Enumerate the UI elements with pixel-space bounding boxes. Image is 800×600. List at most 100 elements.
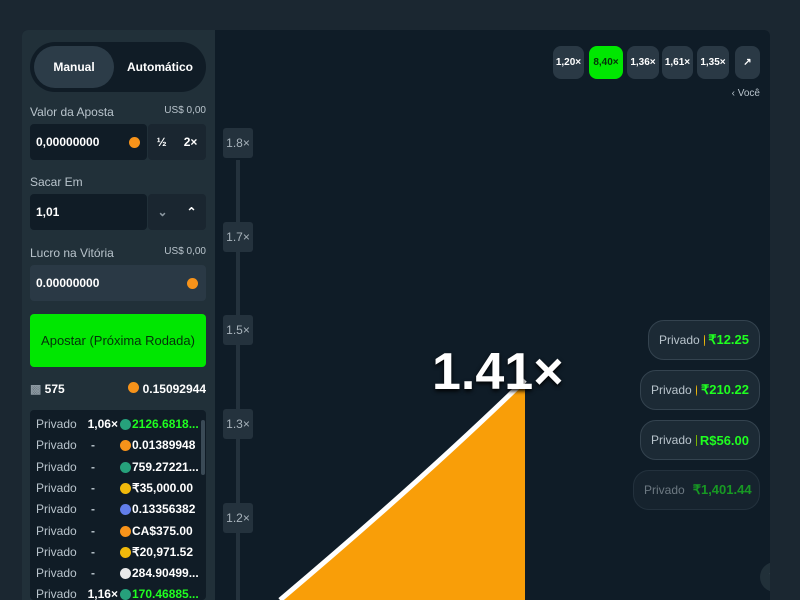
coin: [120, 482, 131, 494]
coin: [120, 440, 131, 452]
total-value: 0.15092944: [142, 382, 206, 396]
sidebar: Manual Automático Valor da Aposta US$ 0,…: [22, 30, 215, 600]
multiplier: -: [91, 523, 95, 538]
support-button[interactable]: ☏: [760, 562, 770, 592]
players: ▩ 575: [30, 382, 65, 396]
coin: [695, 384, 697, 396]
graph: [236, 160, 527, 600]
win-pill: Privado ₹1,401.44: [633, 470, 760, 510]
coin: [120, 419, 131, 430]
coin: [120, 525, 131, 537]
player: Privado: [36, 587, 77, 600]
bet-row: Privado 1,06× 2126.6818...: [30, 414, 200, 434]
label: Lucro na Vitória: [30, 246, 114, 260]
bet-row: Privado - ₹20,971.52: [30, 542, 200, 562]
cashout-arrows[interactable]: ⌄ ⌃: [148, 194, 206, 230]
amount: CA$375.00: [132, 523, 193, 538]
amount: 284.90499...: [132, 566, 199, 581]
bet-row: Privado - CA$375.00: [30, 521, 200, 541]
multiplier: 1,16×: [87, 587, 118, 600]
amount: ₹35,000.00: [132, 480, 194, 495]
coin: [120, 589, 131, 600]
stats-button[interactable]: ↗: [735, 46, 760, 79]
double-button[interactable]: 2×: [183, 135, 198, 149]
history-pill[interactable]: 1,35×: [697, 46, 729, 79]
amount: ₹20,971.52: [132, 544, 194, 559]
amount: ₹1,401.44: [692, 482, 752, 497]
bet-button[interactable]: Apostar (Próxima Rodada): [30, 314, 206, 367]
y-axis-label: 1.7×: [223, 221, 253, 252]
player: Privado: [659, 333, 700, 347]
bet-input[interactable]: 0,00000000: [30, 124, 147, 160]
value: 0,00000000: [36, 135, 100, 149]
multiplier: -: [91, 480, 95, 495]
player: Privado: [36, 438, 77, 453]
player: Privado: [36, 459, 77, 474]
coin: [120, 461, 131, 473]
amount: ₹210.22: [700, 382, 749, 397]
amount: R$56.00: [699, 432, 749, 448]
y-axis-label: 1.5×: [223, 315, 253, 346]
bet-row: Privado 1,16× 170.46885...: [30, 584, 200, 600]
multiplier: 1,06×: [87, 417, 118, 431]
history-pill[interactable]: 1,36×: [627, 46, 659, 79]
profit-output: 0.00000000: [30, 265, 206, 301]
current-multiplier: 1.41×: [432, 343, 564, 401]
player: Privado: [36, 566, 77, 581]
game-panel: Manual Automático Valor da Aposta US$ 0,…: [22, 30, 770, 600]
player: Privado: [36, 502, 77, 517]
y-axis-label: 1.2×: [223, 502, 253, 533]
cashout-input[interactable]: 1,01: [30, 194, 147, 230]
multiplier: -: [91, 502, 95, 517]
amount: ₹12.25: [708, 332, 749, 347]
amount: 0.13356382: [132, 502, 196, 517]
player: Privado: [651, 383, 692, 397]
bet-list: Privado 1,06× 2126.6818... Privado -0.013899…: [30, 410, 206, 600]
history-pill[interactable]: 1,61×: [662, 46, 693, 79]
y-axis-label: 1.3×: [223, 409, 253, 440]
player: Privado: [644, 483, 685, 497]
bet-mods: ½ 2×: [148, 124, 206, 160]
bet-row: Privado - ₹35,000.00: [30, 478, 200, 498]
coin: [120, 568, 131, 580]
history-pill[interactable]: 8,40×: [589, 46, 623, 79]
amount: 0.01389948: [132, 438, 196, 453]
coin: [120, 546, 131, 558]
coin: [120, 504, 131, 516]
player: Privado: [36, 480, 77, 495]
win-pill: Privado R$56.00: [640, 420, 760, 460]
win-pill: Privado ₹210.22: [640, 370, 760, 410]
coin: [703, 334, 705, 346]
player: Privado: [36, 544, 77, 559]
label: Sacar Em: [30, 175, 83, 189]
multiplier: -: [91, 438, 95, 453]
player-count: 575: [44, 382, 65, 396]
amount: 170.46885...: [132, 587, 199, 600]
history-pill[interactable]: 1,20×: [553, 46, 584, 79]
bet-row: Privado - 284.90499...: [30, 563, 200, 583]
player: Privado: [36, 523, 77, 538]
player: Privado: [36, 417, 77, 431]
bet-row: Privado - 0.01389948: [30, 435, 200, 455]
history-link[interactable]: ‹ Você: [731, 88, 760, 99]
win-pill: Privado ₹12.25: [648, 320, 760, 360]
label: Valor da Aposta: [30, 105, 114, 119]
amount: 759.27221...: [132, 459, 199, 474]
total: 0.15092944: [127, 382, 206, 396]
bet-row: Privado - 0.13356382: [30, 499, 200, 519]
usd: US$ 0,00: [164, 105, 206, 116]
tab-manual[interactable]: Manual: [34, 46, 114, 88]
half-button[interactable]: ½: [156, 135, 167, 149]
multiplier: -: [91, 544, 95, 559]
value: 1,01: [36, 205, 60, 219]
amount: 2126.6818...: [132, 417, 199, 431]
multiplier: -: [91, 566, 95, 581]
bet-row: Privado - 759.27221...: [30, 457, 200, 477]
value: 0.00000000: [36, 276, 100, 290]
player: Privado: [651, 433, 692, 447]
usd: US$ 0,00: [164, 246, 206, 257]
y-axis-label: 1.8×: [223, 128, 253, 158]
multiplier: -: [91, 459, 95, 474]
tab-auto[interactable]: Automático: [127, 60, 193, 74]
